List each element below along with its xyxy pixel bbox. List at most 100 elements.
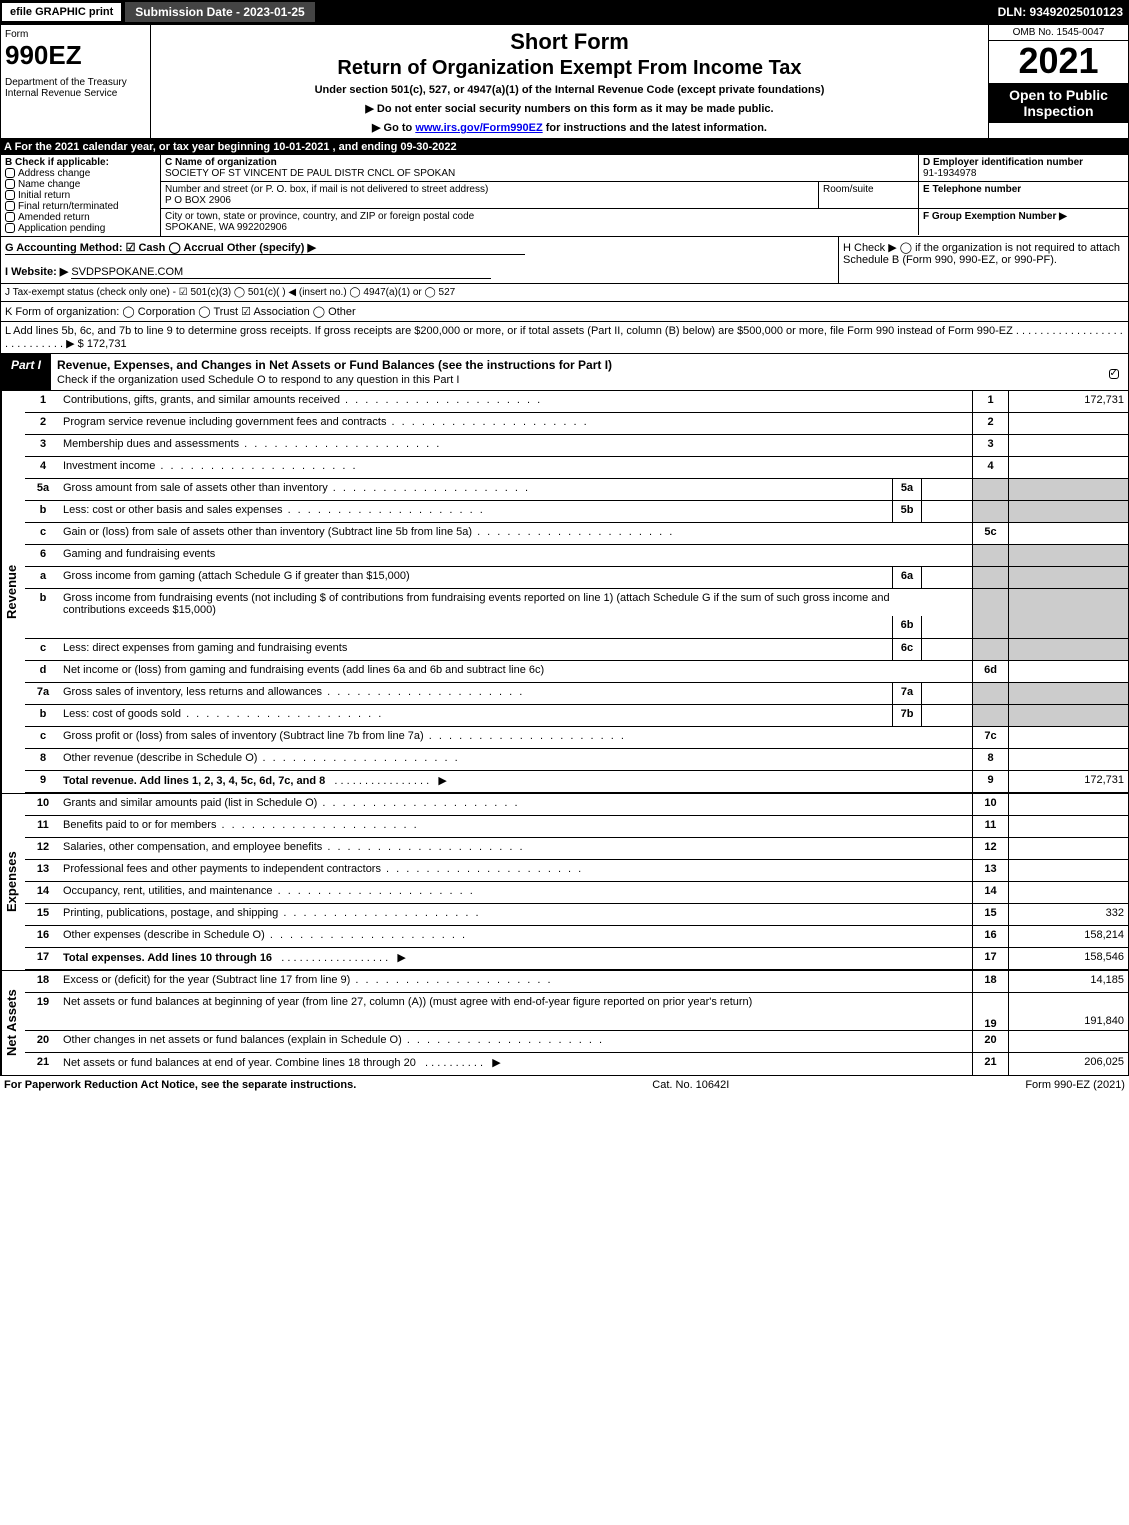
irs-link[interactable]: www.irs.gov/Form990EZ: [415, 122, 542, 134]
ln-8-desc: Other revenue (describe in Schedule O): [61, 749, 972, 770]
ln-3-num: 3: [25, 435, 61, 456]
chk-label: Initial return: [18, 190, 70, 201]
ln-13-num: 13: [25, 860, 61, 881]
city-value: SPOKANE, WA 992202906: [165, 222, 287, 233]
ln-2-num: 2: [25, 413, 61, 434]
part-1-header: Part I Revenue, Expenses, and Changes in…: [0, 354, 1129, 391]
ln-20-desc: Other changes in net assets or fund bala…: [61, 1031, 972, 1052]
form-title-block: Short Form Return of Organization Exempt…: [151, 25, 988, 138]
ln-3-desc: Membership dues and assessments: [61, 435, 972, 456]
ln-2-val: [1008, 413, 1128, 434]
ln-7a-sub: 7a: [892, 683, 922, 704]
ln-13-box: 13: [972, 860, 1008, 881]
ln-14-box: 14: [972, 882, 1008, 903]
ln-17-val: 158,546: [1008, 948, 1128, 969]
ln-17-num: 17: [25, 948, 61, 969]
org-name-cell: C Name of organization SOCIETY OF ST VIN…: [161, 155, 918, 181]
chk-label: Final return/terminated: [18, 201, 119, 212]
return-title: Return of Organization Exempt From Incom…: [157, 57, 982, 80]
room-label: Room/suite: [823, 184, 874, 195]
part-1-check-text: Check if the organization used Schedule …: [57, 374, 459, 386]
ln-5b-box: [972, 501, 1008, 522]
ln-21-num: 21: [25, 1053, 61, 1075]
ln-9-num: 9: [25, 771, 61, 792]
page-footer: For Paperwork Reduction Act Notice, see …: [0, 1076, 1129, 1094]
ln-6a-box: [972, 567, 1008, 588]
ln-10-val: [1008, 794, 1128, 815]
ln-16-desc: Other expenses (describe in Schedule O): [61, 926, 972, 947]
ln-9-box: 9: [972, 771, 1008, 792]
row-g-h: G Accounting Method: ☑ Cash ◯ Accrual Ot…: [0, 237, 1129, 284]
efile-print-button[interactable]: efile GRAPHIC print: [2, 3, 121, 21]
ln-18-val: 14,185: [1008, 971, 1128, 992]
part-1-checkbox[interactable]: [1102, 354, 1128, 390]
ln-16-box: 16: [972, 926, 1008, 947]
ln-21-desc: Net assets or fund balances at end of ye…: [61, 1053, 972, 1075]
short-form-title: Short Form: [157, 29, 982, 55]
chk-address-change[interactable]: Address change: [5, 168, 156, 179]
form-header: Form 990EZ Department of the Treasury In…: [0, 24, 1129, 139]
f-label: F Group Exemption Number ▶: [923, 211, 1124, 222]
ln-7a-box: [972, 683, 1008, 704]
ln-7c-desc: Gross profit or (loss) from sales of inv…: [61, 727, 972, 748]
ln-13-desc: Professional fees and other payments to …: [61, 860, 972, 881]
ln-10-box: 10: [972, 794, 1008, 815]
ln-10-num: 10: [25, 794, 61, 815]
tax-year: 2021: [989, 41, 1128, 81]
ln-12-num: 12: [25, 838, 61, 859]
ln-21-val: 206,025: [1008, 1053, 1128, 1075]
row-l-gross-receipts: L Add lines 5b, 6c, and 7b to line 9 to …: [0, 322, 1129, 354]
ln-16-val: 158,214: [1008, 926, 1128, 947]
ln-6c-desc: Less: direct expenses from gaming and fu…: [61, 639, 892, 660]
ln-6b-num: b: [25, 589, 61, 638]
part-1-tab: Part I: [1, 354, 51, 390]
ln-6d-val: [1008, 661, 1128, 682]
ln-7b-num: b: [25, 705, 61, 726]
ln-6c-val: [1008, 639, 1128, 660]
ln-6-num: 6: [25, 545, 61, 566]
chk-application-pending[interactable]: Application pending: [5, 223, 156, 234]
ln-6d-box: 6d: [972, 661, 1008, 682]
ln-6c-box: [972, 639, 1008, 660]
chk-name-change[interactable]: Name change: [5, 179, 156, 190]
ln-6d-desc: Net income or (loss) from gaming and fun…: [61, 661, 972, 682]
chk-amended-return[interactable]: Amended return: [5, 212, 156, 223]
ln-5a-num: 5a: [25, 479, 61, 500]
ln-19-box: 19: [972, 993, 1008, 1030]
col-b-checkboxes: B Check if applicable: Address change Na…: [1, 155, 161, 236]
ln-4-val: [1008, 457, 1128, 478]
ln-6c-subval: [922, 639, 972, 660]
org-name: SOCIETY OF ST VINCENT DE PAUL DISTR CNCL…: [165, 168, 455, 179]
chk-final-return[interactable]: Final return/terminated: [5, 201, 156, 212]
ln-8-val: [1008, 749, 1128, 770]
b-header: B Check if applicable:: [5, 157, 156, 168]
ln-20-val: [1008, 1031, 1128, 1052]
ln-12-val: [1008, 838, 1128, 859]
ln-19-val: 191,840: [1008, 993, 1128, 1030]
e-label: E Telephone number: [923, 184, 1124, 195]
ln-19-num: 19: [25, 993, 61, 1030]
row-k-org-form: K Form of organization: ◯ Corporation ◯ …: [0, 302, 1129, 322]
chk-initial-return[interactable]: Initial return: [5, 190, 156, 201]
topbar-left: efile GRAPHIC print Submission Date - 20…: [0, 2, 317, 22]
ln-7c-val: [1008, 727, 1128, 748]
ln-6-val: [1008, 545, 1128, 566]
ln-15-val: 332: [1008, 904, 1128, 925]
ln-5a-sub: 5a: [892, 479, 922, 500]
revenue-lines: 1Contributions, gifts, grants, and simil…: [25, 391, 1128, 793]
ln-6b-val: [1008, 589, 1128, 638]
ln-8-box: 8: [972, 749, 1008, 770]
ln-7c-num: c: [25, 727, 61, 748]
ln-9-val: 172,731: [1008, 771, 1128, 792]
ln-11-num: 11: [25, 816, 61, 837]
ln-1-box: 1: [972, 391, 1008, 412]
footer-right: Form 990-EZ (2021): [1025, 1079, 1125, 1091]
ln-6b-box: [972, 589, 1008, 638]
ln-17-box: 17: [972, 948, 1008, 969]
goto-instruction: ▶ Go to www.irs.gov/Form990EZ for instru…: [157, 121, 982, 134]
ln-7a-num: 7a: [25, 683, 61, 704]
part-1-title-text: Revenue, Expenses, and Changes in Net As…: [57, 358, 612, 372]
g-text: G Accounting Method: ☑ Cash ◯ Accrual Ot…: [5, 241, 525, 255]
website-value: SVDPSPOKANE.COM: [71, 266, 491, 279]
ln-14-desc: Occupancy, rent, utilities, and maintena…: [61, 882, 972, 903]
